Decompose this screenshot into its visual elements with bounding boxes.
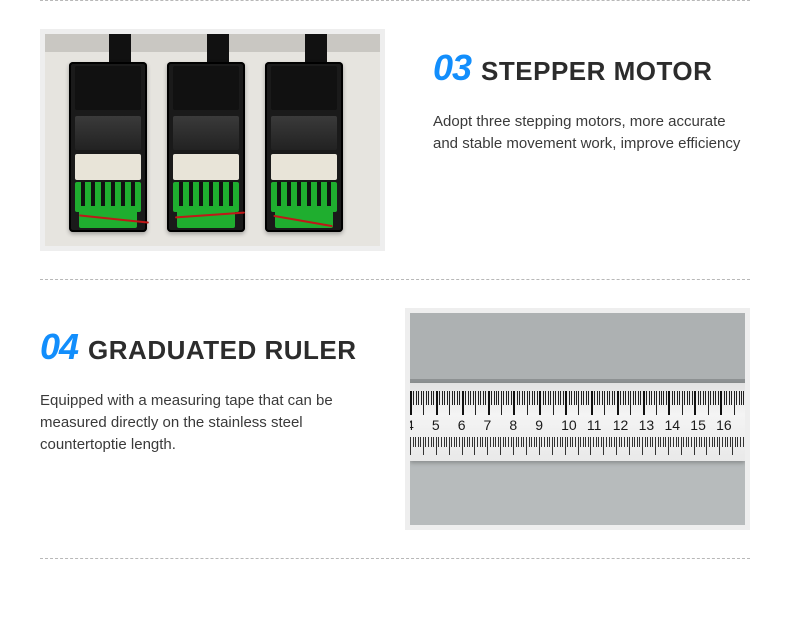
feature-text-04: 04 GRADUATED RULER Equipped with a measu… [40,308,357,455]
feature-number: 04 [40,326,78,368]
feature-number: 03 [433,47,471,89]
feature-heading-04: 04 GRADUATED RULER [40,326,357,368]
feature-section-03: 03 STEPPER MOTOR Adopt three stepping mo… [40,1,750,279]
ruler-illustration [410,313,745,525]
feature-text-03: 03 STEPPER MOTOR Adopt three stepping mo… [433,29,750,155]
feature-description: Adopt three stepping motors, more accura… [433,111,750,155]
section-divider [40,558,750,559]
feature-description: Equipped with a measuring tape that can … [40,390,357,455]
motors-illustration [45,34,380,246]
stepper-motor-image [40,29,385,251]
feature-heading-03: 03 STEPPER MOTOR [433,47,750,89]
feature-title: GRADUATED RULER [88,335,356,366]
feature-title: STEPPER MOTOR [481,56,712,87]
ruler-image [405,308,750,530]
feature-section-04: 04 GRADUATED RULER Equipped with a measu… [40,280,750,558]
